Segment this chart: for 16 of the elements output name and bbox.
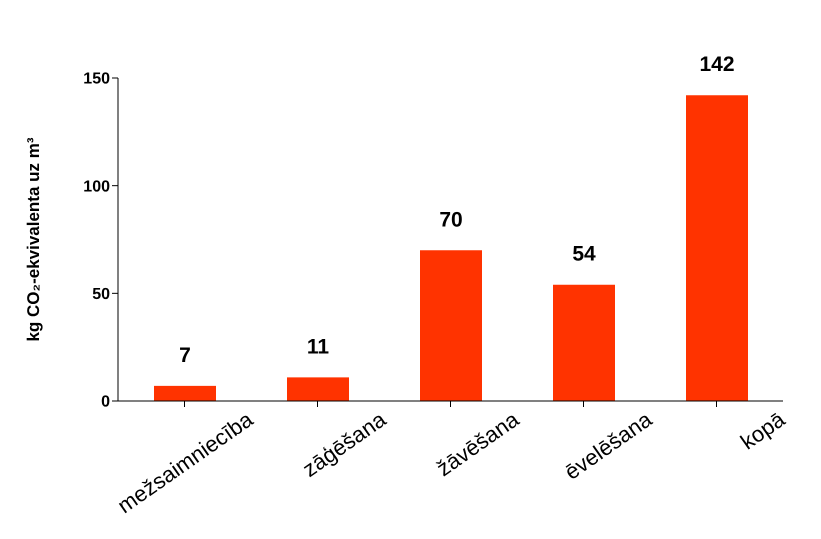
data-label: 54 (572, 242, 596, 266)
data-label: 7 (179, 344, 191, 367)
bar (420, 250, 482, 401)
bar (287, 377, 349, 401)
y-tick-label: 150 (83, 70, 110, 88)
bar (686, 95, 748, 401)
y-tick-label: 0 (101, 394, 110, 411)
y-tick-label: 50 (92, 286, 110, 304)
bar (154, 386, 216, 401)
x-tick-label: kopā (736, 406, 790, 454)
y-tick-label: 100 (83, 178, 110, 196)
data-label: 142 (699, 53, 735, 76)
y-axis-title: kg CO₂-ekvivalenta uz m³ (24, 137, 44, 342)
bar (553, 284, 615, 401)
data-label: 11 (306, 335, 330, 358)
data-label: 70 (439, 208, 463, 232)
